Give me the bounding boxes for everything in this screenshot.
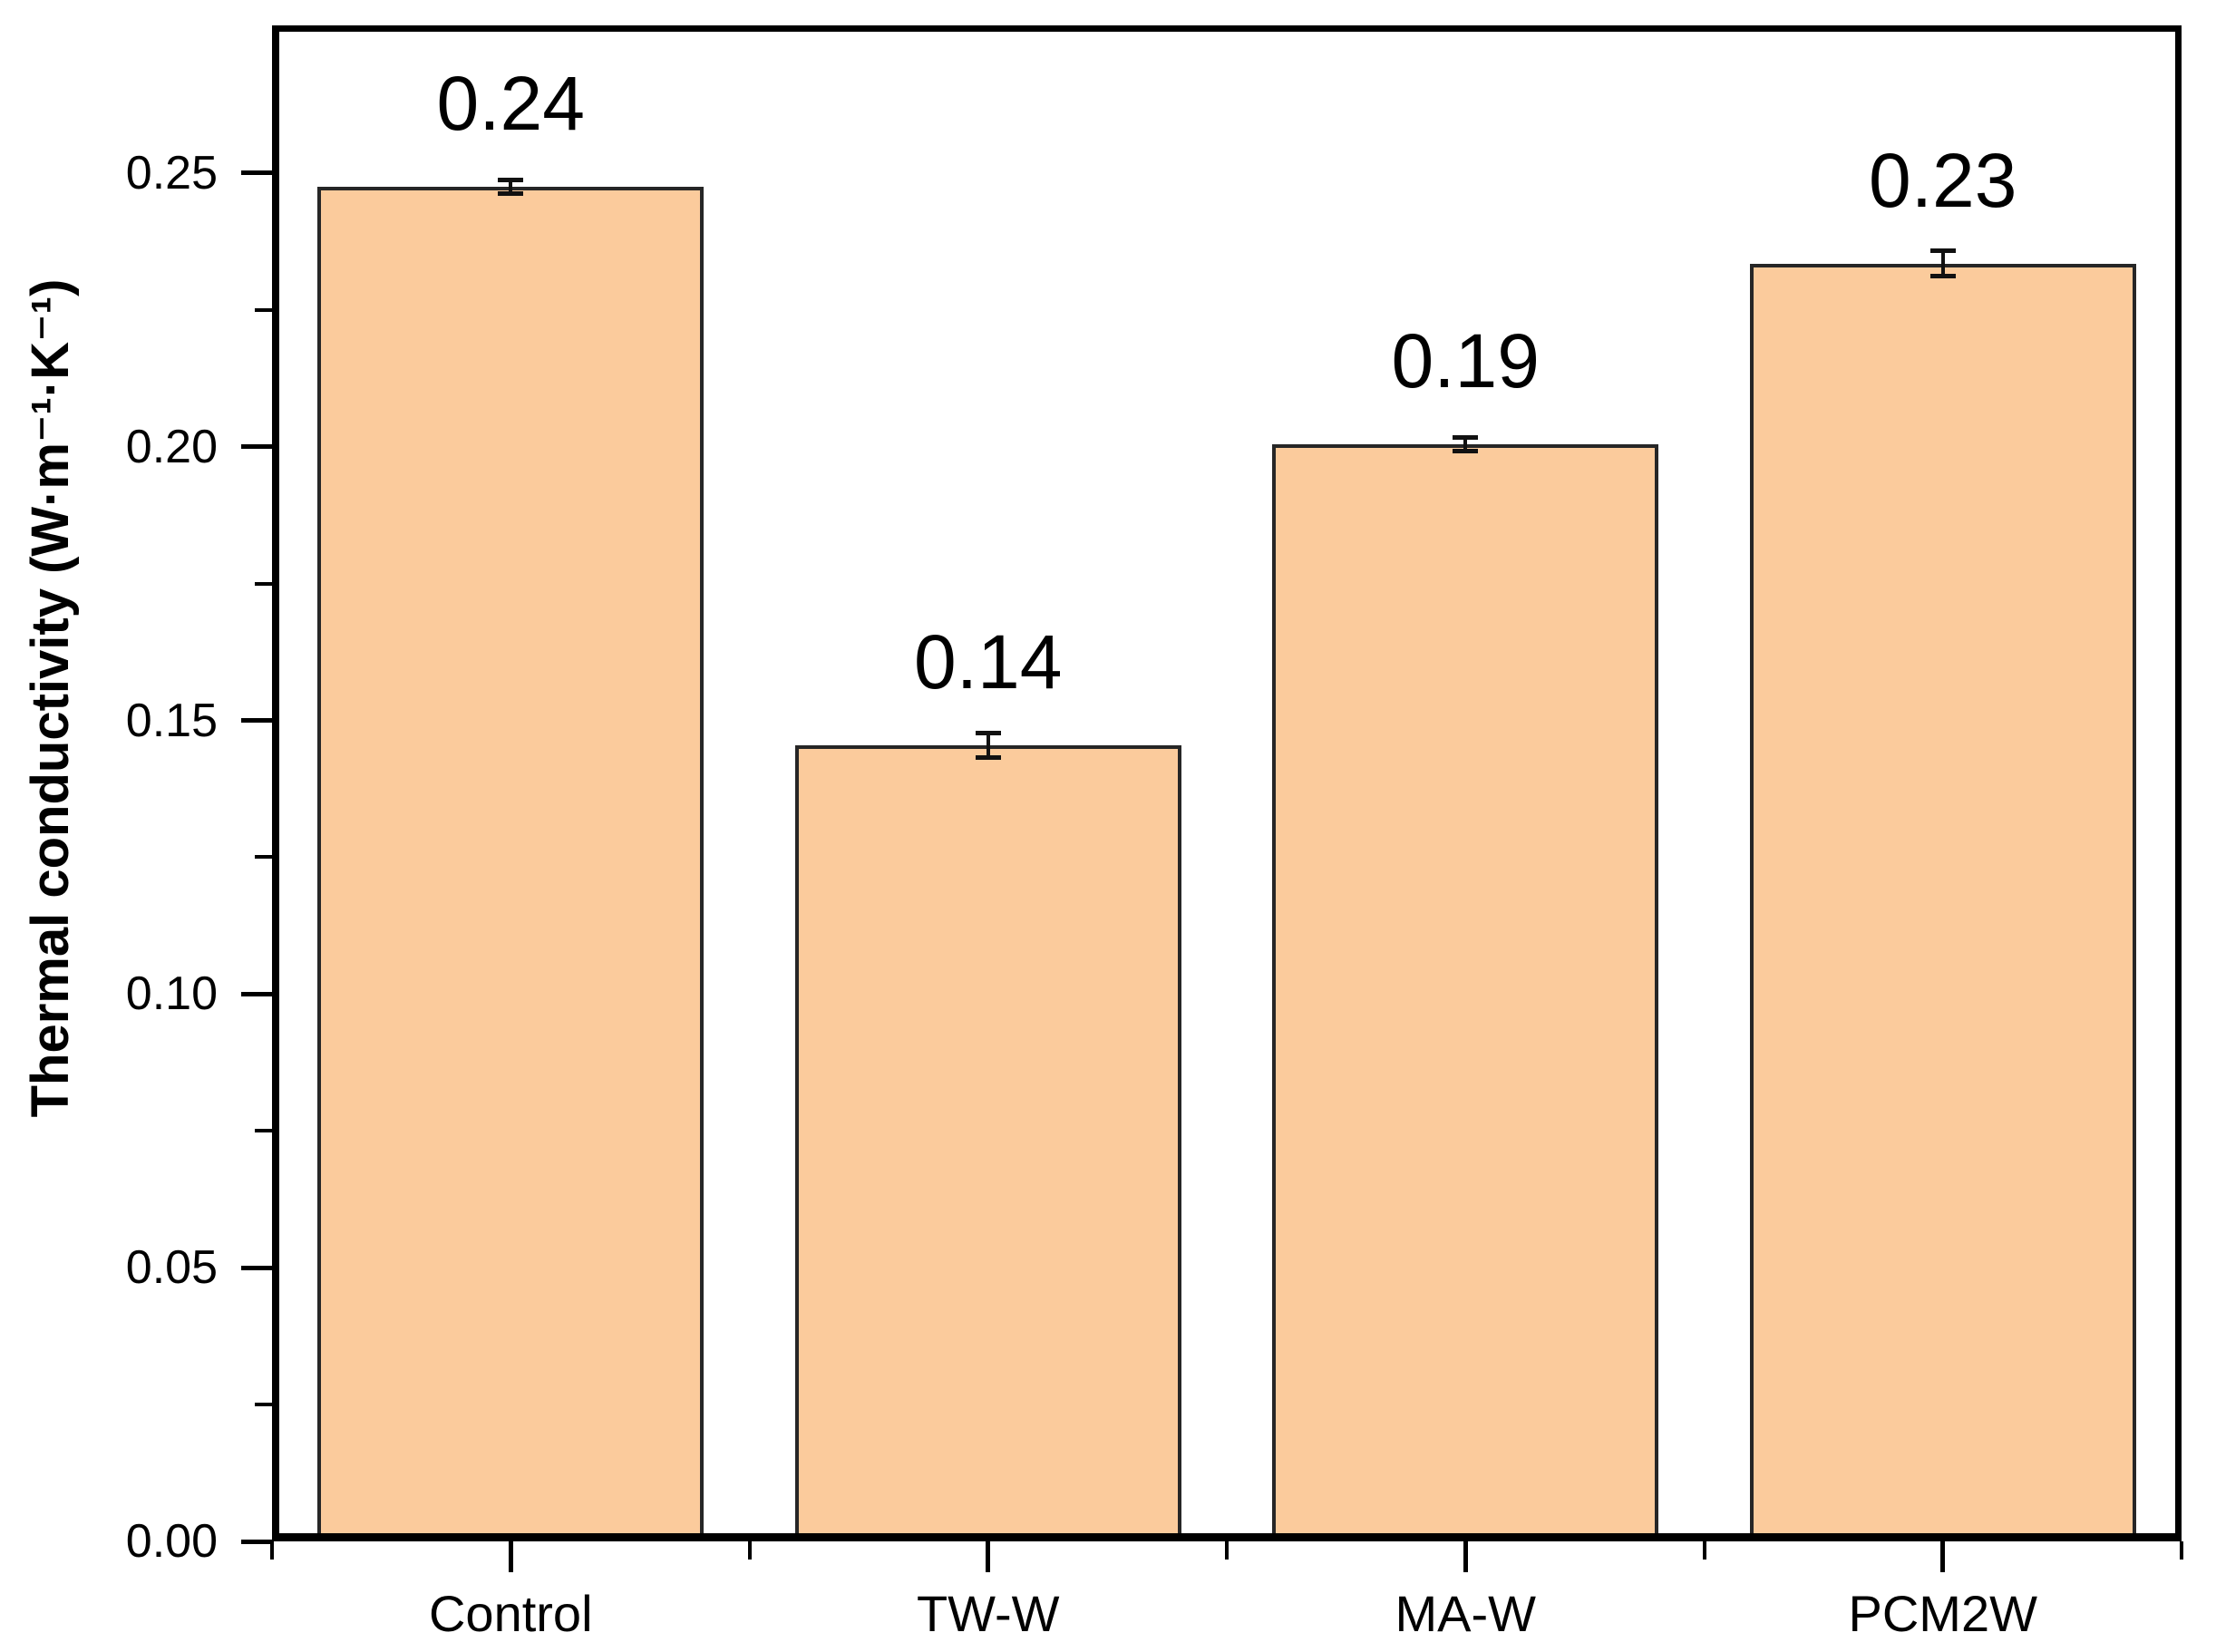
x-tick-minor: [747, 1541, 752, 1560]
error-bar-cap-bottom: [498, 191, 524, 197]
error-bar-cap-top: [1929, 248, 1956, 254]
x-tick-major: [508, 1541, 513, 1572]
x-tick-major: [986, 1541, 991, 1572]
y-tick-major: [241, 991, 272, 996]
error-bar-cap-bottom: [1453, 448, 1479, 453]
x-tick-minor: [1225, 1541, 1229, 1560]
y-tick-label: 0.05: [125, 1241, 218, 1295]
error-bar: [1940, 252, 1945, 275]
error-bar: [1463, 438, 1468, 450]
x-category-label: Control: [428, 1585, 593, 1642]
y-tick-major: [241, 170, 272, 176]
y-tick-label: 0.20: [125, 420, 218, 473]
x-tick-major: [1463, 1541, 1468, 1572]
y-tick-label: 0.00: [125, 1515, 218, 1568]
y-tick-minor: [255, 307, 272, 312]
bar-value-label: 0.14: [914, 618, 1063, 705]
error-bar-cap-top: [975, 730, 1001, 735]
error-bar: [509, 181, 513, 193]
y-tick-label: 0.10: [125, 967, 218, 1021]
y-tick-minor: [255, 581, 272, 586]
error-bar: [986, 734, 990, 756]
x-tick-minor: [270, 1541, 274, 1560]
y-tick-major: [241, 444, 272, 450]
error-bar-cap-top: [1453, 434, 1479, 440]
bar: [317, 187, 705, 1541]
y-tick-major: [241, 1539, 272, 1544]
bar-value-label: 0.19: [1391, 317, 1541, 403]
error-bar-cap-bottom: [1929, 273, 1956, 278]
x-tick-major: [1940, 1541, 1946, 1572]
y-tick-label: 0.25: [125, 146, 218, 199]
y-tick-minor: [255, 855, 272, 860]
x-category-label: TW-W: [916, 1585, 1060, 1642]
error-bar-cap-top: [498, 178, 524, 183]
bar: [1749, 263, 2136, 1541]
y-tick-major: [241, 1265, 272, 1270]
bar: [1272, 443, 1659, 1541]
y-tick-minor: [255, 1129, 272, 1133]
x-tick-minor: [1702, 1541, 1706, 1560]
bar: [794, 744, 1181, 1541]
y-tick-minor: [255, 1403, 272, 1407]
y-tick-major: [241, 718, 272, 724]
bar-value-label: 0.24: [436, 61, 586, 147]
y-tick-label: 0.15: [125, 694, 218, 747]
x-category-label: PCM2W: [1848, 1585, 2037, 1642]
error-bar-cap-bottom: [975, 754, 1001, 760]
x-tick-minor: [2180, 1541, 2183, 1560]
bar-value-label: 0.23: [1869, 137, 2017, 223]
x-category-label: MA-W: [1395, 1585, 1536, 1642]
